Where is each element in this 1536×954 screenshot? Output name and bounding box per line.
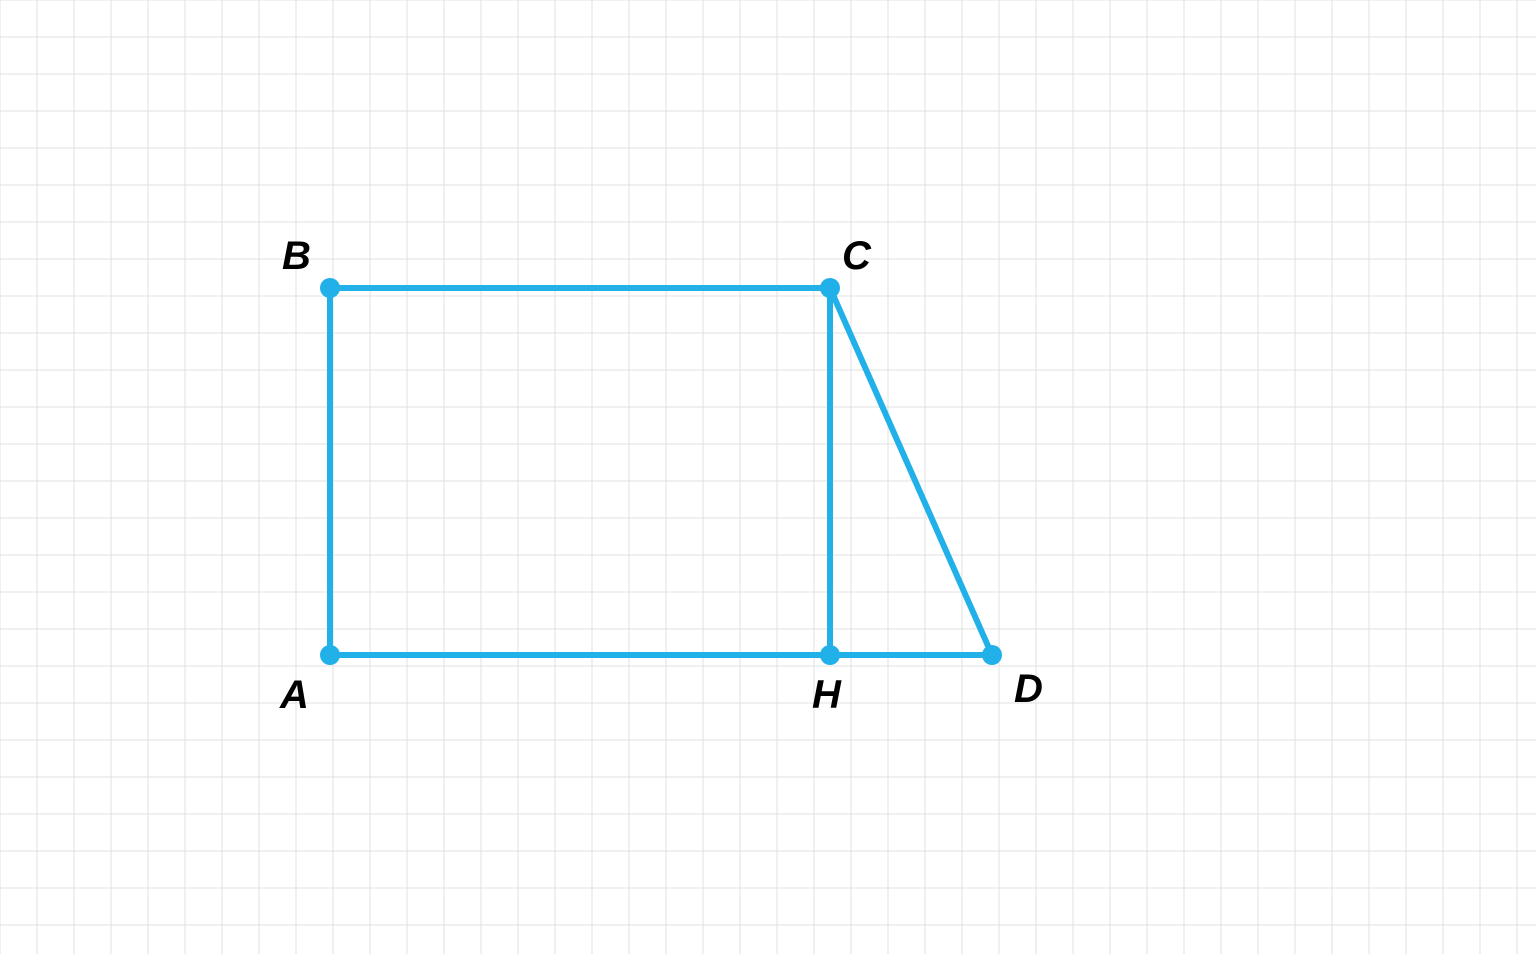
label-D: D: [1014, 669, 1043, 709]
label-H: H: [812, 675, 841, 715]
background: [0, 0, 1536, 954]
vertex-B: [320, 278, 340, 298]
label-A: A: [280, 675, 309, 715]
label-C: C: [842, 236, 871, 276]
vertex-C: [820, 278, 840, 298]
label-B: B: [282, 236, 311, 276]
vertex-A: [320, 645, 340, 665]
vertex-D: [982, 645, 1002, 665]
diagram-svg: [0, 0, 1536, 954]
vertex-H: [820, 645, 840, 665]
diagram-canvas: B C A H D: [0, 0, 1536, 954]
